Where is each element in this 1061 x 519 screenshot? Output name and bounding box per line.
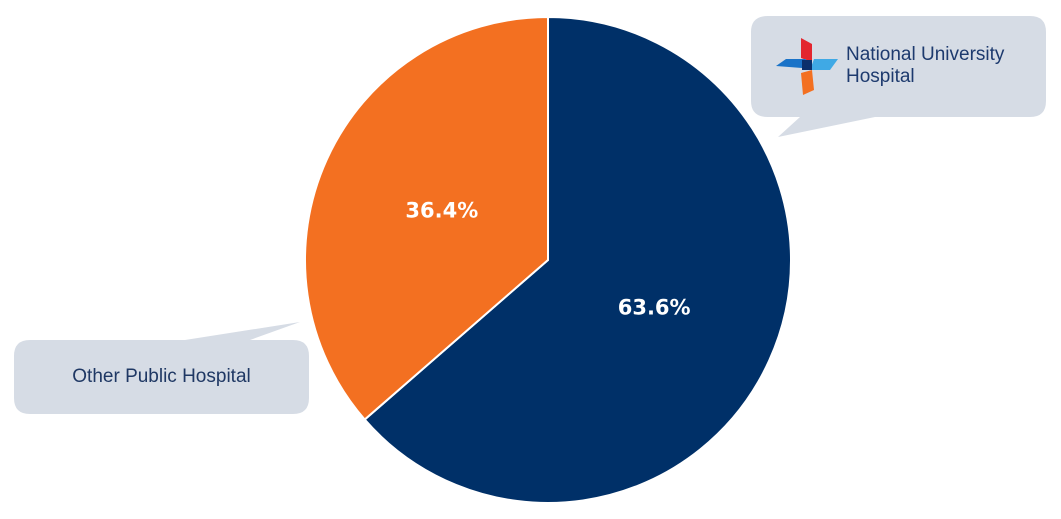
pie-slice bbox=[304, 15, 549, 421]
legend-label: Other Public Hospital bbox=[72, 366, 251, 387]
legend-label: National University Hospital bbox=[846, 44, 1005, 87]
pie-slice bbox=[363, 15, 792, 504]
data-label: 63.6% bbox=[618, 295, 691, 319]
nuh-logo bbox=[776, 38, 838, 95]
data-label: 36.4% bbox=[405, 199, 478, 223]
callout-other bbox=[14, 322, 309, 414]
callout-nuh bbox=[751, 16, 1046, 137]
